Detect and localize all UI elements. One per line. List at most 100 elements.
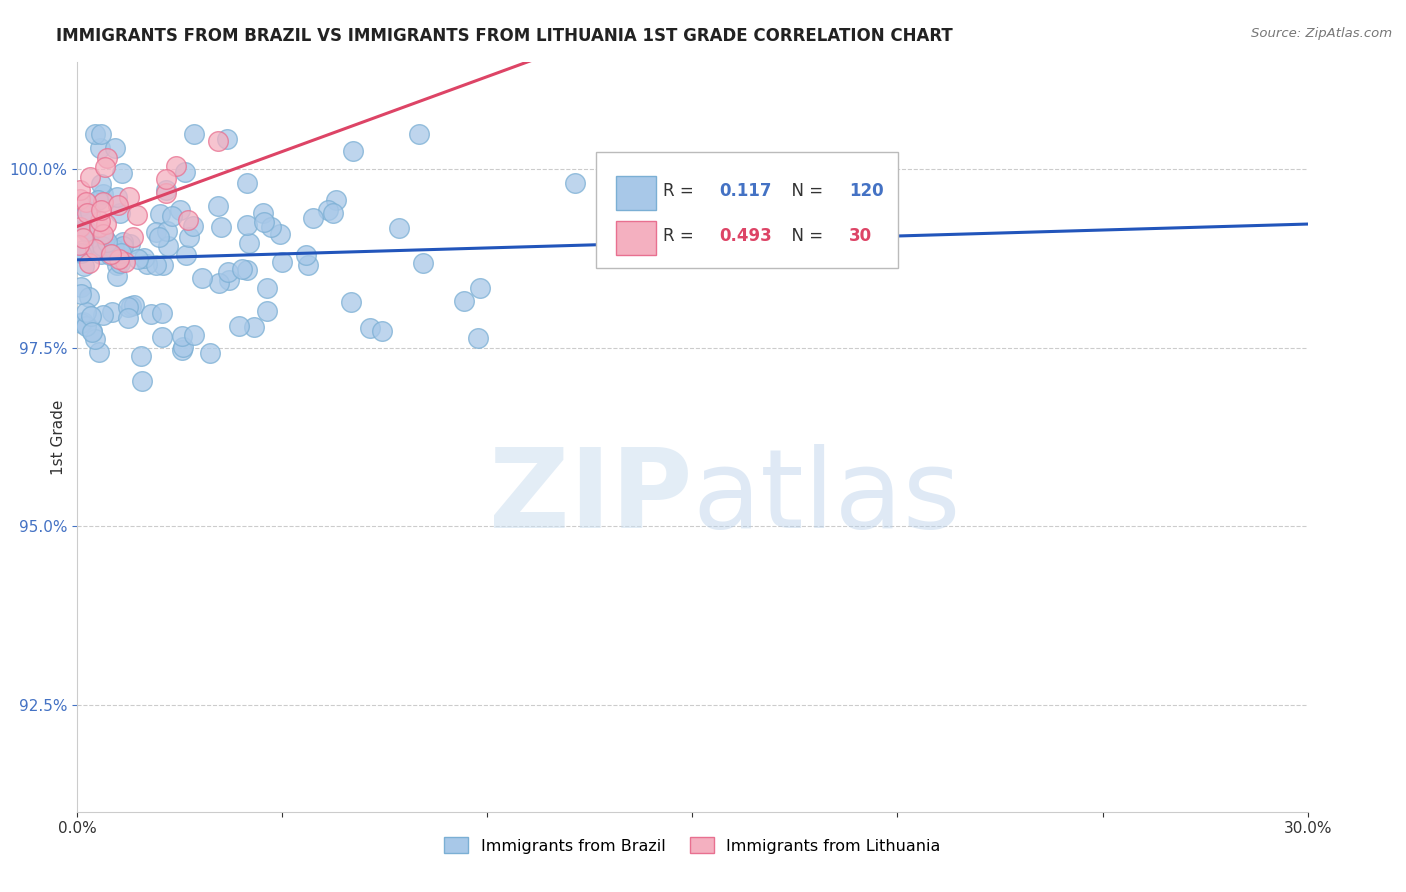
Point xyxy=(108,252,131,266)
Point xyxy=(75,305,97,319)
Point xyxy=(170,328,193,343)
Text: R =: R = xyxy=(664,182,699,201)
Point xyxy=(75,319,97,334)
Point xyxy=(108,255,131,269)
Point xyxy=(271,255,294,269)
Point xyxy=(243,319,266,334)
Point xyxy=(235,219,257,233)
Point xyxy=(90,202,112,217)
Point xyxy=(174,248,197,262)
Point xyxy=(77,256,100,270)
Point xyxy=(105,268,128,283)
Point xyxy=(183,328,205,343)
Point xyxy=(86,193,108,207)
Point xyxy=(235,263,257,277)
Text: 30: 30 xyxy=(849,227,872,245)
Point xyxy=(149,207,172,221)
Point xyxy=(359,321,381,335)
Point xyxy=(69,193,91,207)
Point xyxy=(322,206,344,220)
Point xyxy=(91,186,114,201)
Point xyxy=(325,193,347,207)
Point xyxy=(139,307,162,321)
Point xyxy=(564,176,586,190)
Point xyxy=(93,160,115,174)
Point xyxy=(110,245,132,260)
Legend: Immigrants from Brazil, Immigrants from Lithuania: Immigrants from Brazil, Immigrants from … xyxy=(437,830,948,860)
Point xyxy=(108,250,131,264)
Text: N =: N = xyxy=(782,227,828,245)
Point xyxy=(86,240,108,254)
Point xyxy=(231,261,253,276)
Point xyxy=(218,273,240,287)
Point xyxy=(152,258,174,272)
Point xyxy=(70,316,93,330)
Text: Source: ZipAtlas.com: Source: ZipAtlas.com xyxy=(1251,27,1392,40)
Point xyxy=(191,270,214,285)
Point xyxy=(157,239,180,253)
Point xyxy=(84,242,107,256)
Point xyxy=(79,170,101,185)
Point xyxy=(72,231,94,245)
Point xyxy=(253,214,276,228)
Point xyxy=(100,247,122,261)
Point xyxy=(104,141,127,155)
Point xyxy=(252,206,274,220)
Point xyxy=(98,247,121,261)
Point xyxy=(69,183,91,197)
Text: 0.493: 0.493 xyxy=(720,227,772,245)
Point xyxy=(117,310,139,325)
Text: N =: N = xyxy=(782,182,828,201)
Point xyxy=(302,211,325,226)
Point xyxy=(236,176,259,190)
Point xyxy=(76,224,98,238)
Point xyxy=(179,230,201,244)
Point xyxy=(165,159,187,173)
Point xyxy=(87,344,110,359)
Point xyxy=(172,343,194,357)
Point xyxy=(70,280,93,294)
Point xyxy=(238,235,260,250)
Point xyxy=(150,330,173,344)
Point xyxy=(269,227,291,242)
Point xyxy=(371,324,394,338)
Point xyxy=(412,256,434,270)
Point xyxy=(342,145,364,159)
Point xyxy=(91,239,114,253)
Point xyxy=(297,258,319,272)
Point xyxy=(131,374,153,388)
Point xyxy=(155,183,177,197)
Point xyxy=(169,203,191,218)
Point xyxy=(155,171,177,186)
Point xyxy=(148,230,170,244)
Point xyxy=(105,258,128,272)
Point xyxy=(77,290,100,304)
Y-axis label: 1st Grade: 1st Grade xyxy=(51,400,66,475)
FancyBboxPatch shape xyxy=(616,220,655,255)
Point xyxy=(468,281,491,295)
Text: 0.117: 0.117 xyxy=(720,182,772,201)
Point xyxy=(69,220,91,235)
Point xyxy=(70,286,93,301)
Point xyxy=(183,127,205,141)
Point xyxy=(105,189,128,203)
Point xyxy=(127,252,149,266)
Point xyxy=(91,309,114,323)
Point xyxy=(339,295,361,310)
Point xyxy=(107,198,129,212)
Point xyxy=(155,186,177,201)
Point xyxy=(172,340,194,354)
Point xyxy=(103,243,125,257)
Point xyxy=(198,346,221,360)
Point xyxy=(111,235,134,249)
Point xyxy=(93,232,115,246)
Point xyxy=(73,222,96,236)
Point xyxy=(83,127,105,141)
Point xyxy=(72,244,94,258)
Point xyxy=(70,199,93,213)
Point xyxy=(83,332,105,346)
Point xyxy=(67,238,90,252)
Point xyxy=(294,248,316,262)
Point xyxy=(207,199,229,213)
Point xyxy=(70,245,93,260)
